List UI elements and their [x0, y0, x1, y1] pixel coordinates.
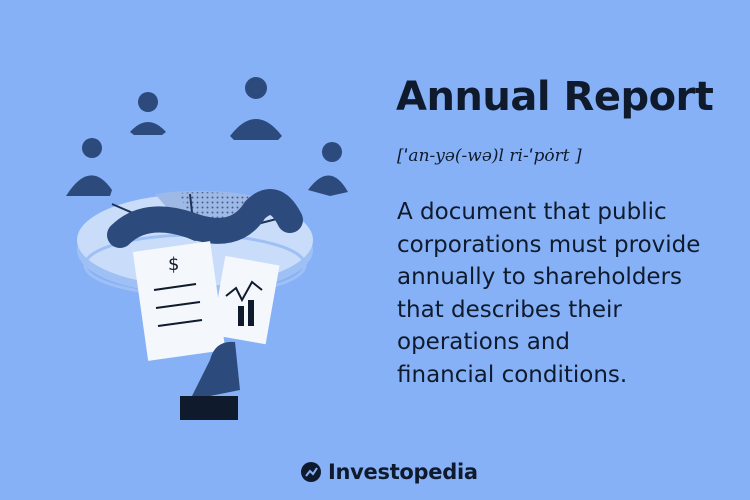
document-dollar-symbol: $ — [168, 254, 179, 275]
document-icon: $ — [132, 241, 226, 361]
dollar-sign-icon — [107, 189, 303, 248]
definition-line: corporations must provide — [397, 231, 701, 258]
annual-report-illustration: $ — [66, 77, 348, 420]
pronunciation: [ˈan-yə(-wə)l ri-ˈpȯrt ] — [397, 146, 582, 166]
chart-paper-icon — [211, 255, 280, 345]
definition-line: that describes their — [397, 296, 622, 323]
definition-line: annually to shareholders — [397, 264, 683, 290]
person-icon — [66, 138, 112, 196]
definition-line: A document that public — [397, 199, 667, 225]
brand-name: Investopedia — [328, 460, 478, 484]
person-icon — [130, 92, 166, 135]
investopedia-logo-icon — [301, 462, 321, 482]
person-icon — [230, 77, 282, 140]
definition-line: financial conditions. — [397, 361, 628, 388]
person-icon — [308, 142, 348, 196]
brand: Investopedia — [300, 460, 478, 484]
hand-icon — [180, 341, 240, 420]
page-title: Annual Report — [396, 74, 714, 120]
definition-text: A document that public corporations must… — [397, 196, 742, 391]
definition-line: operations and — [397, 329, 570, 355]
